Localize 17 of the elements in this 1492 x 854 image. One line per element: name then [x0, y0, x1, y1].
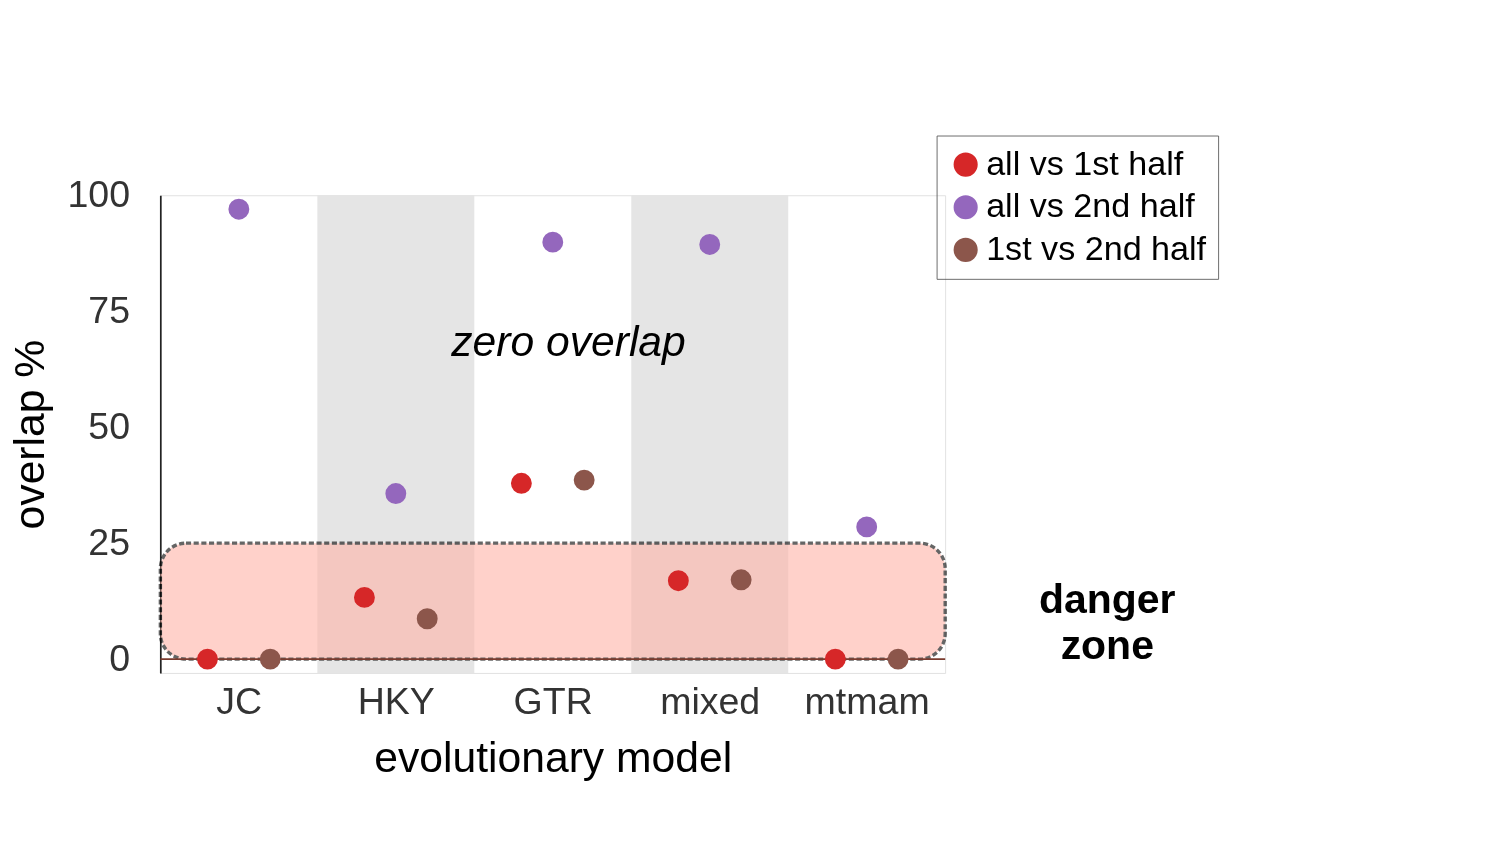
y-axis-title: overlap %	[4, 339, 53, 530]
y-tick-label: 75	[88, 288, 131, 331]
y-tick-label: 50	[88, 404, 131, 447]
y-tick-label: 0	[109, 636, 131, 679]
band-label: danger zone	[1039, 576, 1176, 669]
x-tick-label: mtmam	[804, 679, 930, 722]
x-axis-title: evolutionary model	[374, 733, 733, 782]
x-tick-label: GTR	[513, 679, 593, 722]
x-tick-label: mixed	[660, 679, 761, 722]
legend-label: all vs 1st half	[986, 143, 1184, 182]
y-tick-label: 100	[67, 172, 131, 215]
legend-label: 1st vs 2nd half	[986, 229, 1207, 268]
x-tick-label: HKY	[357, 679, 435, 722]
y-tick-label: 25	[88, 520, 131, 563]
annotation: zero overlap	[450, 317, 686, 366]
legend-label: all vs 2nd half	[986, 186, 1196, 225]
x-tick-label: JC	[216, 679, 263, 722]
